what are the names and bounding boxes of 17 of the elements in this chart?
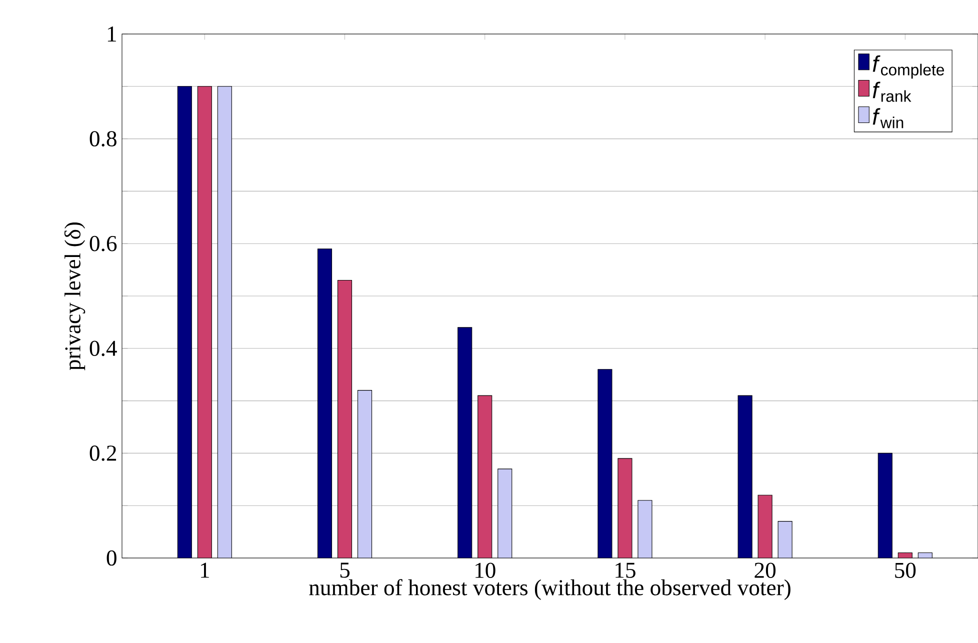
x-tick-label: 1 (200, 562, 209, 578)
legend-label: f$_{rank}$ (872, 82, 912, 102)
y-axis-title: privacy level (δ) (64, 222, 86, 370)
legend-label: f$_{complete}$ (872, 55, 944, 79)
y-tick-label: 0.2 (90, 446, 116, 461)
x-tick-label: 5 (340, 562, 350, 578)
y-tick-label: 0.4 (90, 340, 117, 356)
x-tick-label: 10 (476, 562, 496, 578)
y-tick-label: 0.8 (90, 131, 116, 146)
x-tick-label: 15 (616, 562, 636, 578)
x-tick-label: 50 (895, 562, 916, 578)
y-tick-label: 0.6 (90, 236, 117, 252)
y-tick-label: 0 (106, 550, 116, 566)
x-axis-title: number of honest voters (without the observed voter) (309, 579, 790, 600)
x-tick-label: 20 (754, 562, 776, 578)
y-tick-label: 1 (108, 26, 116, 42)
legend-label: f$_{win}$ (872, 108, 904, 128)
